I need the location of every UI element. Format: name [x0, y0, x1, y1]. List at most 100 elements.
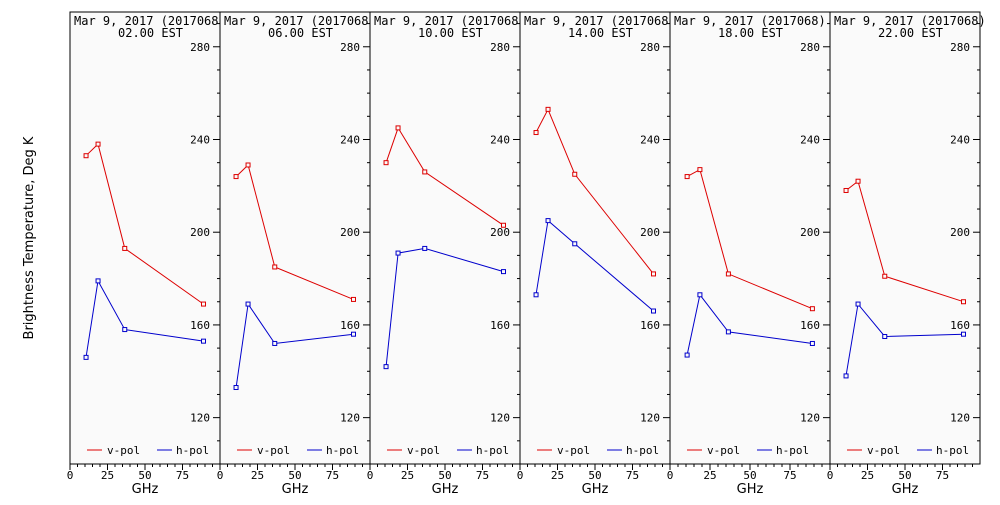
panel-4-h-pol-point — [572, 241, 578, 247]
panel-2-xtick-label-50: 50 — [288, 469, 301, 482]
panel-4-h-pol-point — [651, 308, 656, 314]
panel-2-title-date: Mar 9, 2017 (2017068) — [224, 14, 376, 28]
panel-2-x-axis-title: GHz — [282, 482, 309, 497]
panel-3-v-pol-line — [385, 126, 504, 226]
panel-6-title-time: 22.00 EST — [878, 26, 943, 40]
panel-3-xtick-label-25: 25 — [401, 469, 414, 482]
panel-4-ytick-label-280: 280 — [640, 41, 660, 54]
y-axis-title: Brightness Temperature, Deg K — [22, 136, 37, 339]
panel-2-frame — [219, 11, 371, 465]
panel-4-v-pol-point — [533, 130, 539, 136]
panel-1-v-pol-point — [95, 141, 101, 147]
panel-4-h-pol-point — [533, 292, 539, 298]
panel-4-ytick-label-160: 160 — [640, 319, 660, 332]
panel-1-v-pol-line — [85, 143, 204, 305]
panel-2-legend-hpol-label: h-pol — [326, 444, 359, 457]
panel-3-h-pol-point — [422, 245, 428, 251]
panel-6-h-pol-point — [961, 331, 966, 337]
panel-3-v-pol-point — [383, 160, 389, 166]
panel-3-v-pol-point — [395, 125, 401, 131]
panel-6-v-pol-point — [882, 273, 888, 279]
panel-1-legend-hpol-label: h-pol — [176, 444, 209, 457]
panel-2-xtick-label-0: 0 — [217, 469, 224, 482]
panel-1-title-date: Mar 9, 2017 (2017068) — [74, 14, 226, 28]
panel-3-ytick-label-160: 160 — [490, 319, 510, 332]
panel-4-v-pol-point — [572, 171, 578, 177]
panel-5-h-pol-point — [684, 352, 690, 358]
panel-6-legend-vpol-label: v-pol — [867, 444, 900, 457]
panel-5-ytick-label-160: 160 — [800, 319, 820, 332]
panel-6-frame — [829, 11, 981, 465]
panel-1-h-pol-point — [83, 354, 89, 360]
panel-5-frame — [669, 11, 831, 465]
panel-3-xtick-label-75: 75 — [476, 469, 489, 482]
panel-2-xtick-label-25: 25 — [251, 469, 264, 482]
panel-1-xtick-label-50: 50 — [138, 469, 151, 482]
panel-5-ytick-label-240: 240 — [800, 133, 820, 146]
panel-6-x-axis-title: GHz — [892, 482, 919, 497]
panel-4-x-axis-title: GHz — [582, 482, 609, 497]
panel-6-ytick-label-240: 240 — [950, 133, 970, 146]
panel-5-x-axis-title: GHz — [737, 482, 764, 497]
panel-5-title-date: Mar 9, 2017 (2017068) — [674, 14, 826, 28]
panel-1-ytick-label-200: 200 — [190, 226, 210, 239]
panel-1-title-time: 02.00 EST — [118, 26, 183, 40]
panel-1-ytick-label-120: 120 — [190, 412, 210, 425]
panel-4-legend-hpol-label: h-pol — [626, 444, 659, 457]
panel-6-v-pol-point — [855, 178, 861, 184]
panel-2-ytick-label-200: 200 — [340, 226, 360, 239]
panel-3-frame — [369, 11, 521, 465]
panel-6-legend-hpol-label: h-pol — [936, 444, 969, 457]
panel-1-h-pol-point — [122, 327, 128, 333]
panel-6-v-pol-line — [845, 180, 964, 303]
panel-4-v-pol-point — [651, 271, 656, 277]
panel-3-h-pol-line — [385, 247, 504, 367]
panel-5-v-pol-point — [697, 167, 703, 173]
panel-3-legend-vpol-label: v-pol — [407, 444, 440, 457]
panel-1-x-axis-title: GHz — [132, 482, 159, 497]
panel-6-ytick-label-200: 200 — [950, 226, 970, 239]
panel-6-v-pol-point — [843, 187, 849, 193]
panel-2-title-time: 06.00 EST — [268, 26, 333, 40]
panel-2-v-pol-point — [272, 264, 278, 270]
panel-2-h-pol-point — [272, 340, 278, 346]
panel-2-v-pol-line — [235, 164, 354, 300]
panel-1-legend-vpol-label: v-pol — [107, 444, 140, 457]
panel-2-ytick-label-160: 160 — [340, 319, 360, 332]
panel-5-v-pol-point — [809, 306, 815, 312]
panel-6-h-pol-point — [882, 334, 888, 340]
panel-5-xtick-label-75: 75 — [783, 469, 796, 482]
panel-4-title-date: Mar 9, 2017 (2017068) — [524, 14, 676, 28]
panel-2-h-pol-line — [235, 302, 354, 388]
panel-3-legend-hpol-label: h-pol — [476, 444, 509, 457]
panel-5-h-pol-point — [725, 329, 731, 335]
panel-5-xtick-label-50: 50 — [743, 469, 756, 482]
panel-1-v-pol-point — [201, 301, 206, 307]
panel-1-xtick-label-25: 25 — [101, 469, 114, 482]
panel-5-ytick-label-120: 120 — [800, 412, 820, 425]
panel-5-xtick-label-0: 0 — [667, 469, 674, 482]
panel-5-legend-hpol-label: h-pol — [776, 444, 809, 457]
panel-1-v-pol-point — [83, 153, 89, 159]
panel-3-xtick-label-50: 50 — [438, 469, 451, 482]
panel-1-frame — [69, 11, 221, 465]
panel-1-h-pol-line — [85, 279, 204, 358]
panel-4-h-pol-point — [545, 218, 551, 224]
panel-6-ytick-label-160: 160 — [950, 319, 970, 332]
panel-6-h-pol-point — [843, 373, 849, 379]
panel-1-ytick-label-280: 280 — [190, 41, 210, 54]
panel-1-v-pol-point — [122, 245, 128, 251]
panel-3-v-pol-point — [422, 169, 428, 175]
panel-4-legend-vpol-label: v-pol — [557, 444, 590, 457]
panel-1-ytick-label-240: 240 — [190, 133, 210, 146]
panel-5-ytick-label-280: 280 — [800, 41, 820, 54]
panel-1-h-pol-point — [95, 278, 101, 284]
panel-3-ytick-label-200: 200 — [490, 226, 510, 239]
panel-1-xtick-label-75: 75 — [176, 469, 189, 482]
panel-3-v-pol-point — [501, 222, 506, 228]
panel-4-xtick-label-50: 50 — [588, 469, 601, 482]
panel-3-ytick-label-240: 240 — [490, 133, 510, 146]
panel-4-h-pol-line — [535, 219, 654, 312]
